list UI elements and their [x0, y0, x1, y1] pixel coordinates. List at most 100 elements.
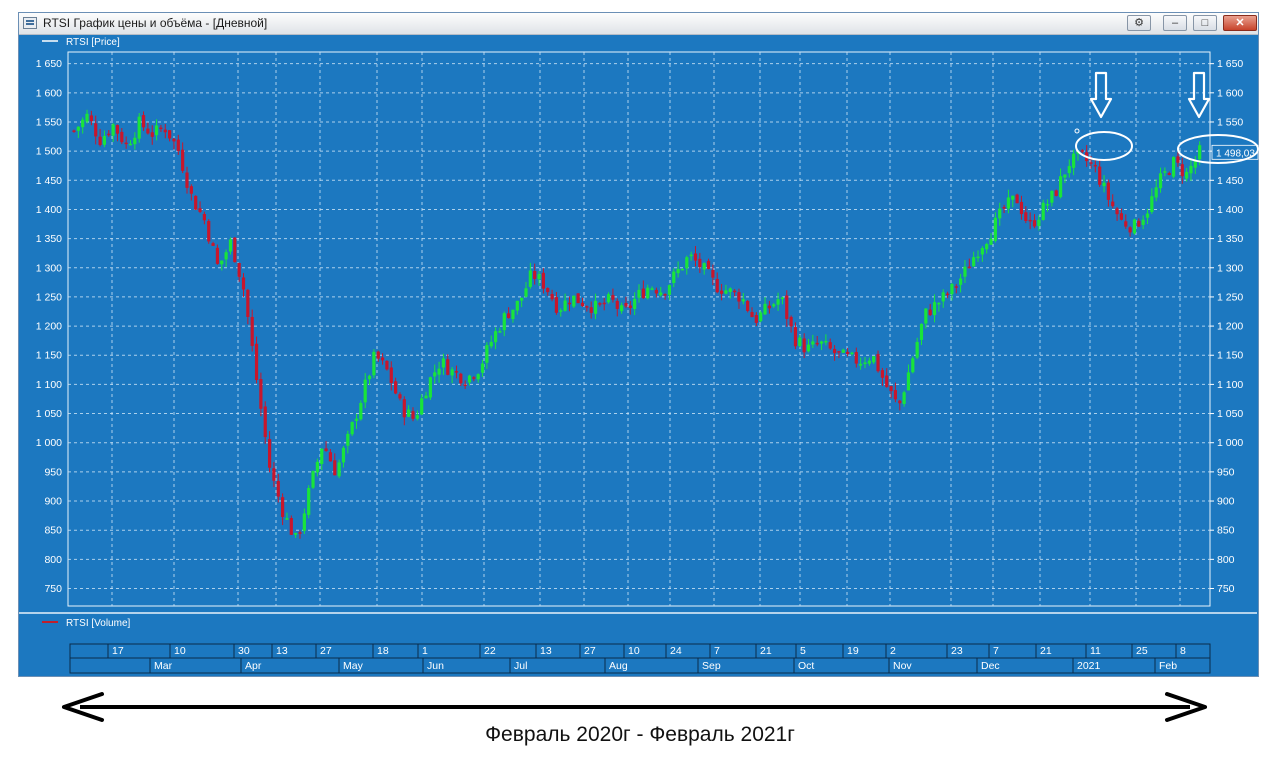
y-tick-label-left: 1 150 [36, 350, 62, 362]
candle-up [1158, 173, 1163, 189]
candle-down [168, 130, 172, 139]
candle-down [945, 293, 950, 296]
price-plot-area [67, 51, 1211, 607]
candle-down [328, 452, 333, 462]
x-tick-label-top: 18 [377, 645, 389, 657]
candle-up [919, 323, 924, 340]
y-tick-label-right: 1 250 [1217, 291, 1243, 303]
candle-up [320, 448, 324, 465]
candle-up [493, 331, 498, 343]
candle-down [1080, 150, 1084, 152]
candle-down [854, 352, 858, 364]
candle-up [81, 119, 85, 128]
y-tick-label-left: 1 250 [36, 291, 62, 303]
candle-down [898, 400, 902, 404]
candle-down [281, 497, 285, 517]
y-tick-label-right: 950 [1217, 466, 1235, 478]
candle-down [754, 315, 758, 323]
candle-up [485, 345, 489, 363]
candle-down [693, 253, 698, 261]
maximize-button[interactable]: □ [1193, 15, 1217, 31]
candle-up [911, 358, 915, 373]
x-tick-label-top: 25 [1136, 645, 1148, 657]
candle-up [728, 288, 732, 292]
candle-up [780, 297, 785, 299]
candle-up [307, 488, 311, 515]
candle-down [276, 481, 280, 497]
candle-up [989, 238, 993, 245]
title-bar[interactable]: RTSI График цены и объёма - [Дневной] ⚙ … [19, 13, 1258, 35]
candle-down [1093, 164, 1097, 167]
x-tick-label-bottom: 2021 [1077, 660, 1101, 672]
candle-up [741, 299, 745, 302]
candle-down [733, 290, 737, 293]
candle-up [906, 372, 911, 391]
candle-down [628, 305, 632, 308]
candle-down [115, 125, 120, 134]
x-axis: 17 10 30 13 27 18 1 22 13 27 10 24 7 21 5 19 2 23 7 21 11 25 8… [69, 643, 1211, 674]
y-tick-label-left: 1 350 [36, 233, 62, 245]
candle-up [441, 358, 446, 368]
candle-down [1098, 166, 1102, 185]
price-legend: RTSI [Price] [42, 37, 120, 48]
candle-down [615, 300, 619, 309]
timespan-arrow-right-head [1165, 692, 1207, 722]
candle-up [646, 287, 650, 299]
y-tick-label-right: 1 650 [1217, 58, 1243, 70]
chart-settings-icon[interactable]: ⚙ [1127, 15, 1151, 31]
y-tick-label-right: 1 550 [1217, 116, 1243, 128]
candle-down [832, 348, 837, 354]
candle-down [507, 313, 511, 319]
candle-up [689, 254, 693, 257]
candle-up [993, 217, 997, 241]
x-tick-label-bottom: Aug [609, 660, 628, 672]
candle-down [159, 127, 163, 130]
y-axis-left: 750 800 850 900 950 1 000 1 050 1 100 1 150 1 200… [36, 58, 62, 595]
candle-up [972, 257, 976, 267]
candle-up [224, 252, 228, 260]
y-tick-label-left: 1 000 [36, 437, 62, 449]
close-button[interactable]: ✕ [1223, 15, 1257, 31]
candle-down [1128, 227, 1132, 233]
candle-up [863, 362, 867, 364]
candle-down [750, 312, 754, 318]
candle-down [298, 532, 302, 534]
candle-up [433, 372, 437, 377]
candle-down [737, 292, 741, 302]
candle-down [89, 115, 93, 122]
candle-down [459, 373, 463, 384]
candle-up [515, 300, 519, 311]
x-tick-label-top: 11 [1090, 645, 1101, 657]
candle-up [311, 471, 315, 488]
x-tick-label-top: 13 [540, 645, 552, 657]
candle-up [128, 143, 133, 146]
x-tick-label-top: 5 [800, 645, 806, 657]
y-tick-label-left: 850 [44, 525, 62, 537]
y-tick-label-right: 1 200 [1217, 321, 1243, 333]
candle-down [876, 354, 880, 372]
candle-up [872, 356, 876, 363]
volume-legend-label: RTSI [Volume] [66, 618, 131, 629]
candle-down [1028, 219, 1032, 222]
down-arrow-icon [1187, 71, 1211, 119]
candle-up [798, 337, 802, 347]
candle-down [928, 309, 932, 316]
candle-up [511, 309, 515, 320]
candle-up [315, 461, 319, 473]
candle-up [650, 288, 654, 290]
minimize-button[interactable]: – [1163, 15, 1187, 31]
candle-down [380, 357, 385, 361]
candle-down [698, 258, 702, 268]
window-title: RTSI График цены и объёма - [Дневной] [43, 16, 268, 30]
x-tick-label-bottom: Feb [1159, 660, 1177, 672]
candle-down [567, 302, 572, 305]
candle-up [220, 260, 224, 265]
x-tick-label-top: 8 [1180, 645, 1186, 657]
candle-up [559, 310, 563, 312]
candle-up [1006, 197, 1011, 209]
candle-down [241, 277, 246, 290]
candle-down [654, 289, 658, 294]
candle-up [337, 462, 341, 477]
x-tick-label-bottom: Nov [893, 660, 912, 672]
candle-up [489, 341, 493, 347]
